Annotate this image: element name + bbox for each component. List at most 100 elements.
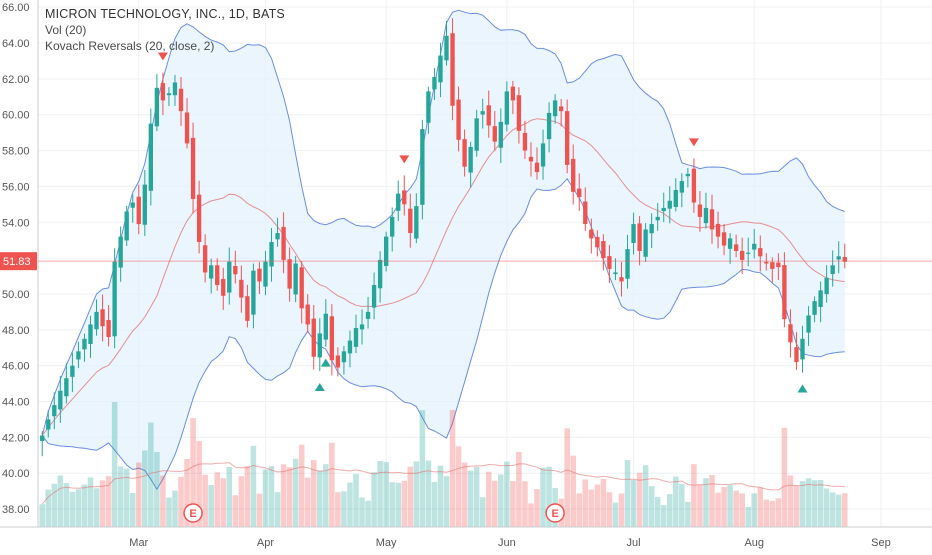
candle-body — [82, 338, 87, 350]
volume-bar — [618, 493, 625, 527]
volume-bar — [111, 402, 118, 527]
volume-bar — [413, 461, 420, 527]
volume-bar — [769, 500, 776, 527]
volume-bar — [45, 489, 52, 527]
candle-body — [70, 365, 75, 377]
candle-body — [52, 405, 57, 417]
volume-bar — [178, 476, 184, 527]
time-tick-label: Mar — [129, 537, 148, 549]
band-fill — [42, 10, 845, 490]
candle-body — [438, 55, 443, 83]
volume-bar — [473, 466, 480, 527]
volume-bar — [190, 418, 196, 527]
candle-body — [390, 216, 395, 237]
volume-bar — [87, 477, 94, 527]
volume-bar — [63, 483, 70, 527]
candle-body — [190, 137, 196, 199]
volume-bar — [317, 470, 323, 527]
candle-body — [335, 355, 341, 368]
volume-bar — [642, 465, 649, 527]
volume-bar — [51, 483, 58, 527]
volume-bar — [250, 445, 257, 527]
candle-body — [806, 315, 811, 333]
volume-bar — [691, 464, 697, 527]
volume-bar — [594, 484, 601, 527]
candle-body — [383, 236, 389, 266]
volume-bar — [117, 466, 124, 527]
candle-body — [721, 232, 727, 246]
candle-body — [752, 243, 757, 250]
volume-bar — [359, 497, 365, 527]
candle-body — [263, 261, 268, 287]
candle-body — [546, 112, 552, 140]
price-tick-label: 48.00 — [2, 325, 30, 337]
volume-bar — [268, 466, 275, 527]
candle-body — [836, 256, 841, 260]
candle-body — [257, 268, 262, 282]
volume-bar — [57, 475, 64, 527]
price-tick-label: 60.00 — [2, 110, 30, 122]
volume-bar — [564, 428, 570, 527]
candle-body — [510, 86, 516, 101]
volume-bar — [805, 478, 812, 527]
candlesticks — [40, 18, 847, 457]
candle-body — [691, 168, 697, 203]
candle-body — [88, 324, 93, 344]
volume-bar — [353, 473, 359, 527]
candle-body — [522, 132, 528, 151]
volume-bar — [648, 486, 655, 527]
volume-bar — [443, 476, 450, 527]
volume-bar — [407, 466, 414, 527]
price-tick-label: 46.00 — [2, 361, 30, 373]
volume-bar — [135, 462, 142, 527]
candle-body — [444, 35, 449, 61]
candle-body — [227, 261, 232, 293]
candle-body — [245, 296, 250, 321]
candle-body — [709, 209, 715, 230]
time-tick-label: Sep — [871, 537, 891, 549]
volume-bar — [75, 489, 82, 527]
time-tick-label: Jun — [498, 537, 516, 549]
candle-body — [311, 318, 316, 357]
volume-bar — [504, 461, 510, 527]
candle-body — [269, 241, 274, 267]
volume-bar — [606, 492, 613, 527]
volume-bar — [588, 489, 595, 527]
candle-body — [359, 324, 365, 330]
volume-bar — [208, 484, 214, 527]
candle-body — [637, 223, 642, 251]
volume-bar — [292, 458, 299, 527]
volume-bar — [745, 506, 751, 527]
volume-bar — [612, 502, 619, 527]
volume-bar — [274, 492, 281, 527]
volume-bar — [238, 476, 245, 527]
volume-bar — [492, 480, 498, 527]
volume-bar — [262, 469, 269, 527]
candle-body — [727, 238, 733, 249]
volume-bar — [835, 494, 842, 527]
candle-body — [426, 91, 431, 123]
reversal-down-marker — [688, 138, 699, 147]
candle-body — [552, 100, 558, 117]
candle-body — [239, 279, 244, 298]
candle-body — [498, 121, 503, 148]
volume-bar — [214, 472, 220, 527]
candle-body — [341, 351, 347, 363]
candle-body — [402, 190, 407, 205]
earnings-marker — [183, 503, 203, 523]
volume-ma-line — [41, 462, 845, 505]
last-price-badge — [0, 252, 37, 271]
candle-body — [685, 173, 691, 177]
volume-bar — [304, 477, 311, 527]
candle-body — [353, 328, 359, 347]
price-tick-label: 56.00 — [2, 181, 30, 193]
time-tick-label: May — [376, 537, 397, 549]
bollinger-band — [41, 9, 845, 491]
candle-body — [215, 265, 220, 286]
candle-body — [396, 193, 401, 211]
volume-bar — [660, 505, 667, 527]
candle-body — [788, 324, 793, 343]
